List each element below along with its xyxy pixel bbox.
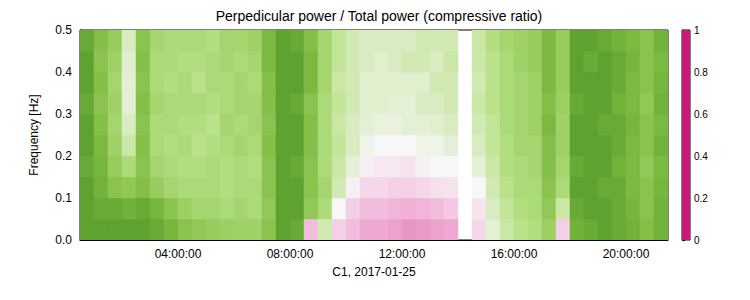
svg-text:0.4: 0.4 [694, 151, 708, 162]
svg-text:0.5: 0.5 [55, 23, 72, 37]
svg-text:0.2: 0.2 [694, 193, 708, 204]
svg-text:0: 0 [694, 235, 700, 246]
svg-text:1: 1 [694, 25, 700, 36]
svg-text:0.1: 0.1 [55, 191, 72, 205]
svg-text:0.2: 0.2 [55, 149, 72, 163]
svg-text:04:00:00: 04:00:00 [155, 247, 202, 261]
svg-text:Perpedicular power / Total pow: Perpedicular power / Total power (compre… [216, 8, 543, 24]
svg-text:08:00:00: 08:00:00 [267, 247, 314, 261]
svg-text:0.8: 0.8 [694, 67, 708, 78]
svg-text:12:00:00: 12:00:00 [379, 247, 426, 261]
svg-text:16:00:00: 16:00:00 [491, 247, 538, 261]
svg-text:Frequency [Hz]: Frequency [Hz] [27, 94, 41, 175]
svg-text:0.0: 0.0 [55, 233, 72, 247]
svg-text:C1, 2017-01-25: C1, 2017-01-25 [332, 265, 416, 279]
svg-text:0.6: 0.6 [694, 109, 708, 120]
svg-text:0.4: 0.4 [55, 65, 72, 79]
svg-text:0.3: 0.3 [55, 107, 72, 121]
svg-text:20:00:00: 20:00:00 [603, 247, 650, 261]
